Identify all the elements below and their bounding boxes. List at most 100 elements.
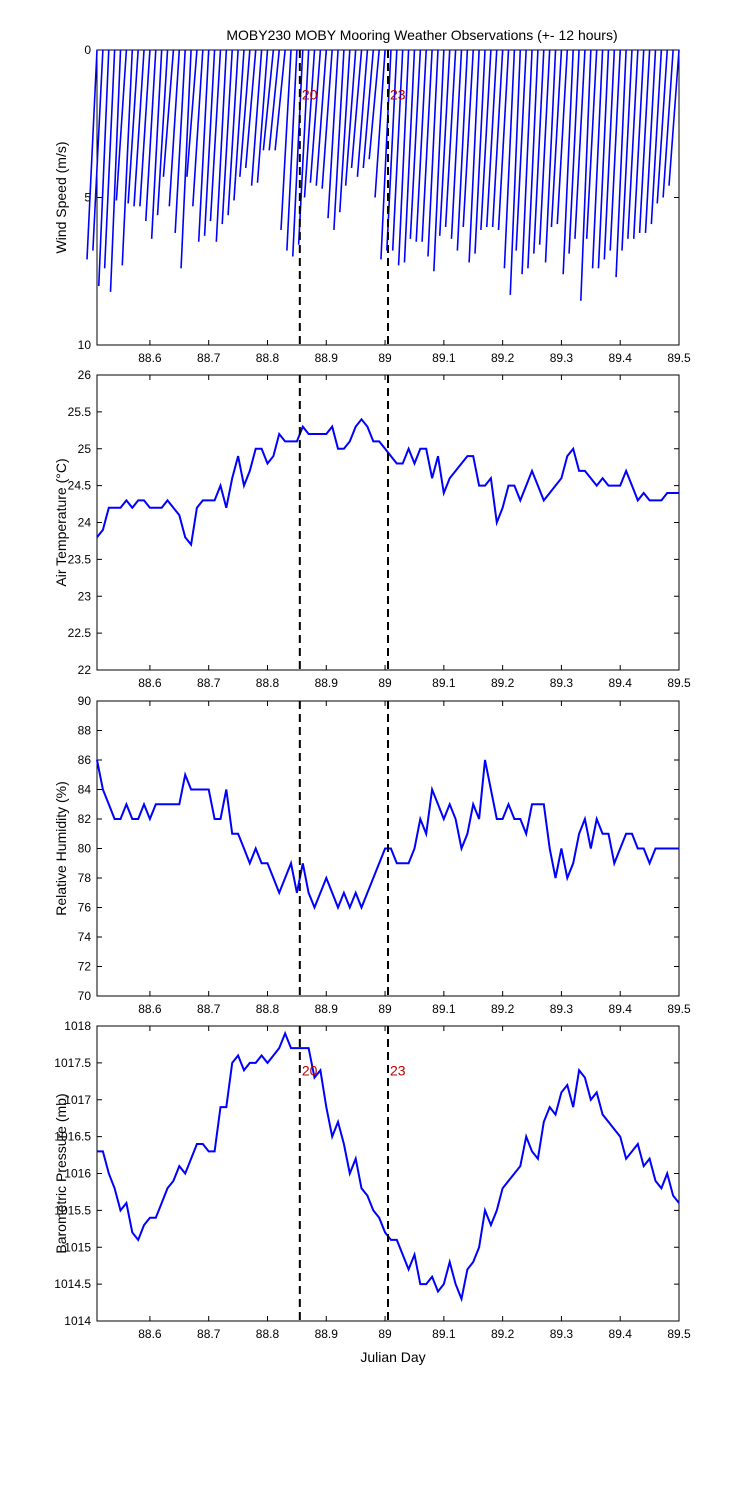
y-tick-label: 0 xyxy=(84,43,91,57)
marker-annotation: 23 xyxy=(390,1062,406,1078)
y-tick-label: 25 xyxy=(78,442,92,456)
wind-vector xyxy=(538,49,551,245)
wind-vector xyxy=(627,49,639,239)
y-tick-label: 1017 xyxy=(64,1093,91,1107)
y-tick-label: 5 xyxy=(84,191,91,205)
wind-vector xyxy=(521,49,533,275)
wind-vector xyxy=(291,49,304,257)
wind-vector xyxy=(109,49,122,292)
wind-vector xyxy=(527,49,539,269)
y-tick-label: 78 xyxy=(78,871,92,885)
y-tick-label: 1016.5 xyxy=(54,1130,91,1144)
x-tick-label: 88.8 xyxy=(256,676,280,690)
wind-vector xyxy=(133,49,145,207)
wind-vector xyxy=(386,49,398,251)
y-tick-label: 1017.5 xyxy=(54,1056,91,1070)
x-tick-label: 89.5 xyxy=(667,676,691,690)
wind-vector xyxy=(380,49,392,260)
y-tick-label: 74 xyxy=(78,930,92,944)
wind-vector xyxy=(409,49,422,239)
y-tick-label: 1015 xyxy=(64,1240,91,1254)
wind-vector xyxy=(450,49,463,239)
wind-vector xyxy=(468,49,480,263)
wind-vector xyxy=(644,49,657,233)
wind-vector xyxy=(433,49,445,272)
y-tick-label: 72 xyxy=(78,960,92,974)
wind-vector xyxy=(180,49,192,269)
y-tick-label: 10 xyxy=(78,338,92,352)
x-tick-label: 88.9 xyxy=(315,1327,339,1341)
x-tick-label: 89.3 xyxy=(550,1002,574,1016)
x-tick-label: 88.7 xyxy=(197,676,221,690)
wind-vector xyxy=(215,49,228,242)
marker-annotation: 23 xyxy=(390,86,406,102)
wind-vector xyxy=(209,49,222,222)
wind-vector xyxy=(121,49,134,266)
x-tick-label: 88.8 xyxy=(256,1327,280,1341)
wind-vector xyxy=(438,49,451,236)
y-tick-label: 1014.5 xyxy=(54,1277,91,1291)
x-tick-label: 89.5 xyxy=(667,351,691,365)
y-axis-label: Barometric Pressure (mb) xyxy=(53,1093,69,1253)
y-tick-label: 84 xyxy=(78,783,92,797)
y-axis-label: Wind Speed (m/s) xyxy=(53,141,69,253)
x-tick-label: 88.6 xyxy=(138,351,162,365)
wind-vector xyxy=(421,49,433,242)
wind-vector xyxy=(268,49,281,151)
x-tick-label: 89.4 xyxy=(609,676,633,690)
x-tick-label: 89.2 xyxy=(491,1327,515,1341)
wind-vector xyxy=(192,49,204,207)
wind-vector xyxy=(562,49,574,275)
y-tick-label: 82 xyxy=(78,812,92,826)
x-tick-label: 88.8 xyxy=(256,351,280,365)
x-tick-label: 89.2 xyxy=(491,351,515,365)
wind-vector xyxy=(532,49,545,254)
wind-vector xyxy=(86,49,98,260)
x-tick-label: 89.1 xyxy=(432,676,456,690)
wind-vector xyxy=(485,49,498,228)
wind-vector xyxy=(274,49,286,151)
y-tick-label: 1015.5 xyxy=(54,1203,91,1217)
wind-vector xyxy=(597,49,610,269)
wind-vector xyxy=(444,49,457,228)
wind-vector xyxy=(309,49,322,183)
x-axis-label: Julian Day xyxy=(360,1349,425,1365)
y-tick-label: 24.5 xyxy=(68,479,92,493)
wind-vector xyxy=(280,49,292,230)
data-line xyxy=(96,417,679,547)
y-tick-label: 1016 xyxy=(64,1167,91,1181)
wind-vector xyxy=(656,49,669,204)
x-tick-label: 89.3 xyxy=(550,676,574,690)
wind-vector xyxy=(256,49,269,183)
wind-vector xyxy=(227,49,239,216)
wind-vector xyxy=(556,49,569,225)
wind-vector xyxy=(244,49,257,169)
marker-annotation: 20 xyxy=(302,1062,318,1078)
barometric-pressure-panel: 88.6 88.7 88.8 88.9 89 89.1 89.2 89.3 89.4 89.5 10… xyxy=(53,1019,691,1341)
x-tick-label: 89 xyxy=(378,351,392,365)
wind-vector xyxy=(544,49,557,263)
wind-vector xyxy=(97,49,110,287)
wind-vector xyxy=(480,49,492,230)
wind-vector xyxy=(497,49,510,230)
wind-vector xyxy=(650,49,663,225)
wind-vector xyxy=(221,49,234,225)
x-tick-label: 88.9 xyxy=(315,351,339,365)
x-tick-label: 89.2 xyxy=(491,676,515,690)
y-axis-label: Relative Humidity (%) xyxy=(53,781,69,916)
marker-annotation: 20 xyxy=(302,86,318,102)
x-tick-label: 88.7 xyxy=(197,351,221,365)
wind-vector xyxy=(462,49,475,228)
wind-vector xyxy=(127,49,139,204)
x-tick-label: 89.3 xyxy=(550,351,574,365)
wind-vector xyxy=(103,49,116,269)
y-tick-label: 70 xyxy=(78,989,92,1003)
wind-vector xyxy=(615,49,627,278)
x-tick-label: 89.1 xyxy=(432,1002,456,1016)
x-tick-label: 89.5 xyxy=(667,1327,691,1341)
x-tick-label: 89.1 xyxy=(432,351,456,365)
x-tick-label: 89.4 xyxy=(609,1002,633,1016)
wind-vector xyxy=(591,49,604,269)
wind-vector xyxy=(603,49,616,260)
